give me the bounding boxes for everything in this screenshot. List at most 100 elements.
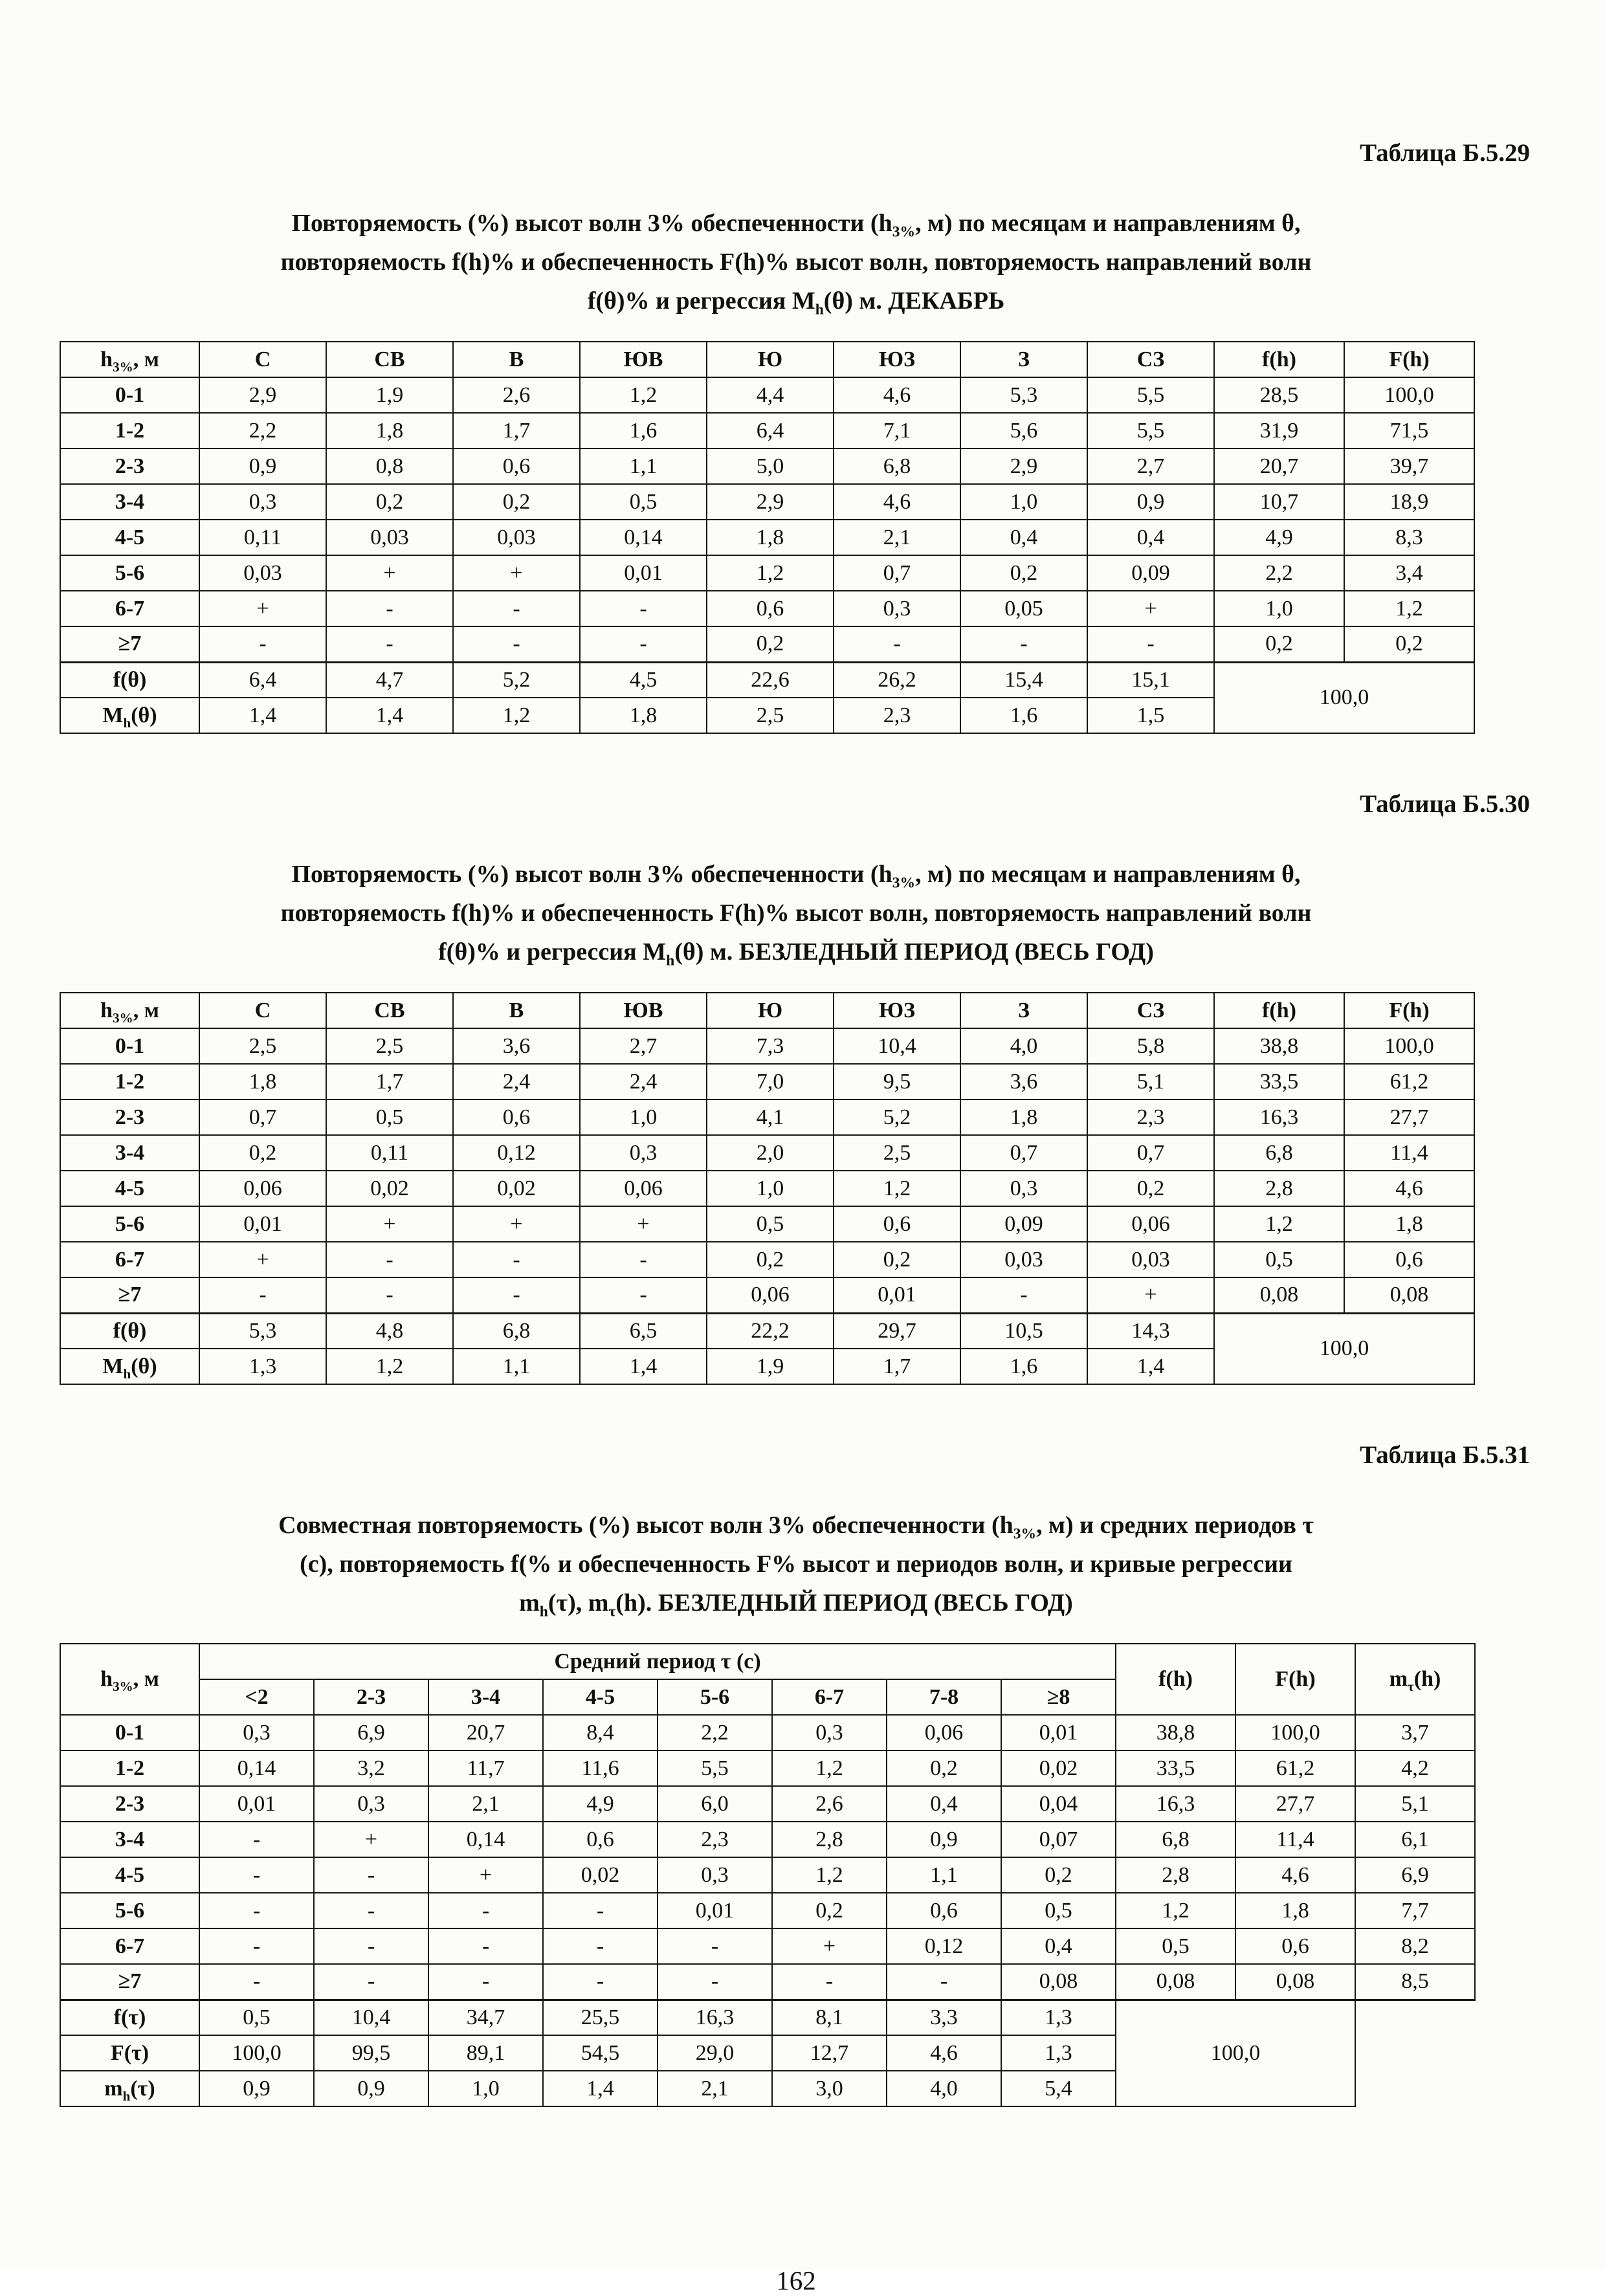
column-header: F(h) bbox=[1235, 1643, 1356, 1716]
table-cell: 29,0 bbox=[657, 2035, 773, 2071]
table-cell: 10,4 bbox=[313, 1998, 429, 2036]
table-cell: 1,4 bbox=[579, 1348, 707, 1385]
table-cell: 10,7 bbox=[1213, 483, 1345, 520]
table-cell: 0,4 bbox=[1000, 1928, 1117, 1965]
table-cell: 2,3 bbox=[1087, 1099, 1215, 1136]
table-cell: 100,0 bbox=[1344, 377, 1475, 414]
table-cell: 100,0 bbox=[199, 2035, 315, 2071]
table-cell: 6,4 bbox=[199, 661, 327, 698]
table-cell: 2,2 bbox=[1213, 555, 1345, 591]
table-cell: 4,7 bbox=[326, 661, 454, 698]
table-cell: 5,4 bbox=[1000, 2070, 1117, 2107]
column-header: СВ bbox=[326, 992, 454, 1029]
title-line: Совместная повторяемость (%) высот волн … bbox=[278, 1512, 1314, 1543]
column-header: f(h) bbox=[1213, 341, 1345, 378]
table-cell: - bbox=[960, 1277, 1088, 1314]
table-cell: 6,8 bbox=[452, 1312, 581, 1349]
table-cell: 99,5 bbox=[313, 2035, 429, 2071]
title-line: Повторяемость (%) высот волн 3% обеспече… bbox=[291, 861, 1301, 892]
row-label: f(θ) bbox=[60, 661, 200, 698]
table-cell: - bbox=[428, 1892, 544, 1929]
table-cell: 0,7 bbox=[1087, 1134, 1215, 1171]
table-cell: + bbox=[1087, 1277, 1215, 1314]
table-cell: 6,1 bbox=[1355, 1821, 1476, 1858]
table-cell: 0,3 bbox=[657, 1857, 773, 1893]
table-cell: - bbox=[313, 1928, 429, 1965]
column-header: ЮЗ bbox=[833, 992, 961, 1029]
table-cell: 3,3 bbox=[886, 1998, 1002, 2036]
table-cell: 0,6 bbox=[452, 1099, 581, 1136]
table-cell: 12,7 bbox=[771, 2035, 887, 2071]
table-cell: 1,2 bbox=[706, 555, 834, 591]
table-cell: 0,02 bbox=[452, 1170, 581, 1207]
table-cell: 2,1 bbox=[657, 2070, 773, 2107]
table-cell: 6,8 bbox=[833, 448, 961, 485]
table-cell: 0,2 bbox=[886, 1750, 1002, 1787]
table-cell: - bbox=[579, 1241, 707, 1278]
column-group-header: Средний период τ (с) bbox=[198, 1643, 1117, 1680]
table-cell: - bbox=[579, 590, 707, 627]
table-cell: 0,06 bbox=[579, 1170, 707, 1207]
table-cell: 0,02 bbox=[326, 1170, 454, 1207]
table-cell: 0,7 bbox=[199, 1099, 327, 1136]
table-cell: 0,5 bbox=[579, 483, 707, 520]
table-cell: - bbox=[199, 1277, 327, 1314]
table-cell: 26,2 bbox=[833, 661, 961, 698]
table-cell: 6,8 bbox=[1115, 1821, 1237, 1858]
total-cell: 100,0 bbox=[1213, 661, 1475, 734]
table-cell: 25,5 bbox=[542, 1998, 658, 2036]
table-cell: 0,14 bbox=[579, 519, 707, 556]
column-header: ЮЗ bbox=[833, 341, 961, 378]
table-cell: 5,5 bbox=[1087, 412, 1215, 449]
table-cell: 10,4 bbox=[833, 1028, 961, 1065]
table-cell: 1,2 bbox=[833, 1170, 961, 1207]
table-cell: 1,7 bbox=[833, 1348, 961, 1385]
table-cell: - bbox=[452, 590, 581, 627]
table-cell: 1,2 bbox=[326, 1348, 454, 1385]
page-number: 162 bbox=[776, 2266, 816, 2295]
row-label: 5-6 bbox=[60, 1206, 200, 1242]
column-header: h3%, м bbox=[60, 992, 200, 1029]
table-cell: 0,03 bbox=[326, 519, 454, 556]
table-cell: 1,3 bbox=[1000, 2035, 1117, 2071]
table-cell: - bbox=[313, 1857, 429, 1893]
table-cell: 2,6 bbox=[452, 377, 581, 414]
table-cell: 4,6 bbox=[1235, 1857, 1356, 1893]
table-caption: Таблица Б.5.29 bbox=[1360, 139, 1530, 167]
table-cell: 4,0 bbox=[960, 1028, 1088, 1065]
table-cell: - bbox=[542, 1928, 658, 1965]
table-cell: 1,1 bbox=[579, 448, 707, 485]
table-cell: 6,9 bbox=[313, 1714, 429, 1751]
table-cell: 0,5 bbox=[706, 1206, 834, 1242]
table-cell: 0,3 bbox=[313, 1785, 429, 1822]
table-cell: 0,02 bbox=[1000, 1750, 1117, 1787]
table-cell: 1,1 bbox=[452, 1348, 581, 1385]
table-cell: 1,4 bbox=[542, 2070, 658, 2107]
table-cell: 0,3 bbox=[199, 483, 327, 520]
column-subheader: ≥8 bbox=[1000, 1679, 1117, 1716]
table-cell: - bbox=[452, 626, 581, 663]
table-cell: 2,3 bbox=[833, 697, 961, 734]
table-cell: + bbox=[313, 1821, 429, 1858]
row-label: 2-3 bbox=[60, 1099, 200, 1136]
column-header: В bbox=[452, 992, 581, 1029]
column-header: В bbox=[452, 341, 581, 378]
column-header: F(h) bbox=[1344, 992, 1475, 1029]
table-cell: 8,2 bbox=[1355, 1928, 1476, 1965]
table-cell: 20,7 bbox=[1213, 448, 1345, 485]
table-cell: 27,7 bbox=[1344, 1099, 1475, 1136]
table-cell: - bbox=[428, 1963, 544, 2000]
table-cell: 0,01 bbox=[657, 1892, 773, 1929]
table-cell: 0,3 bbox=[833, 590, 961, 627]
table-cell: 4,6 bbox=[886, 2035, 1002, 2071]
table-cell: 0,01 bbox=[199, 1206, 327, 1242]
table-cell: - bbox=[326, 1277, 454, 1314]
table-cell: 0,09 bbox=[960, 1206, 1088, 1242]
table-cell: 1,0 bbox=[579, 1099, 707, 1136]
table-cell: 5,0 bbox=[706, 448, 834, 485]
table-cell: 0,9 bbox=[1087, 483, 1215, 520]
column-subheader: 2-3 bbox=[313, 1679, 429, 1716]
table-cell: 4,1 bbox=[706, 1099, 834, 1136]
column-header: Ю bbox=[706, 992, 834, 1029]
table-cell: 9,5 bbox=[833, 1063, 961, 1100]
